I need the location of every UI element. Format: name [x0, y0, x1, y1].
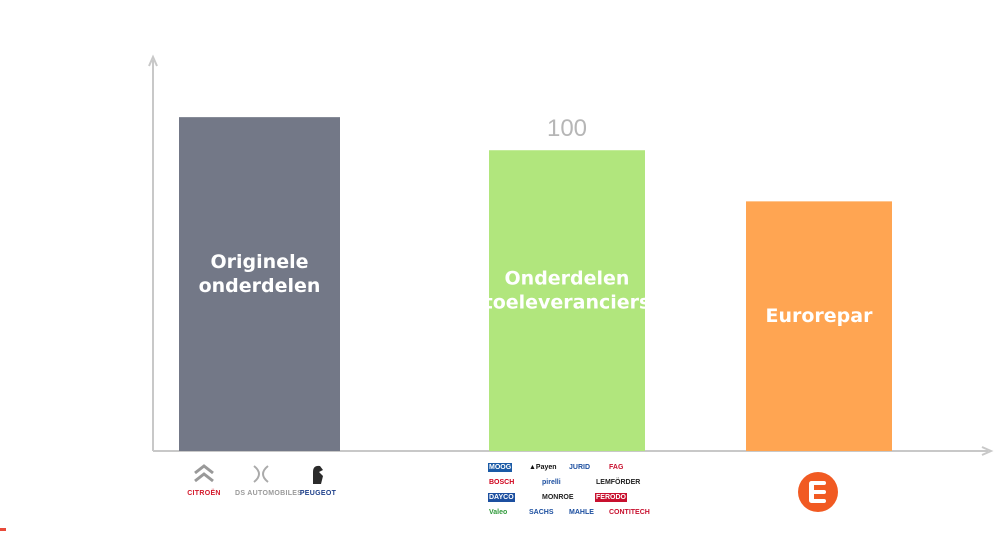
supplier-logo: LEMFÖRDER: [595, 478, 642, 487]
bar-label-1: Originele onderdelen: [199, 251, 321, 297]
bar-label-line: onderdelen: [199, 275, 321, 297]
data-label-2: 100: [547, 115, 587, 142]
oem-emblem-icon: [194, 464, 214, 483]
bars-group: Originele onderdelen Onderdelen toeleveranc…: [179, 115, 892, 452]
y-axis-arrow: [148, 54, 158, 67]
oem-logo-1: CITROËN: [178, 462, 230, 497]
bar-label-2: Onderdelen toeleveranciers: [484, 268, 651, 314]
x-axis-arrow: [981, 446, 994, 456]
eurorepar-logo-icon: [798, 472, 838, 512]
supplier-logo: MOOG: [488, 463, 513, 472]
eurorepar-logo-bar: [810, 481, 826, 485]
supplier-logo: FAG: [608, 463, 625, 472]
oem-emblem-icon: [253, 465, 269, 483]
oem-logo-text: CITROËN: [187, 490, 221, 497]
supplier-logo: BOSCH: [488, 478, 516, 487]
supplier-logo: MONROE: [541, 493, 575, 502]
supplier-logo: JURID: [568, 463, 592, 472]
bar-label-line: Eurorepar: [766, 305, 874, 327]
bar-2: [489, 150, 645, 451]
bar-1: [179, 117, 340, 452]
bar-3: [746, 201, 892, 451]
oem-logo-text: DS AUTOMOBILES: [235, 490, 303, 497]
supplier-logo: CONTITECH: [608, 508, 651, 517]
eurorepar-logo-bar: [810, 499, 826, 503]
supplier-logo: MAHLE: [568, 508, 595, 517]
supplier-logo: SACHS: [528, 508, 555, 517]
oem-logo-text: PEUGEOT: [299, 490, 337, 497]
corner-mark: [0, 528, 6, 531]
oem-emblem-icon: [313, 465, 323, 484]
eurorepar-logo-bar: [810, 490, 826, 494]
bar-label-3: Eurorepar: [766, 305, 874, 327]
supplier-logo: ▲Payen: [528, 463, 558, 472]
oem-logo-3: PEUGEOT: [292, 462, 344, 497]
supplier-logo: Valeo: [488, 508, 509, 517]
bar-label-line: Originele: [211, 251, 309, 273]
supplier-logo: DAYCO: [488, 493, 515, 502]
supplier-logo: pirelli: [541, 478, 562, 487]
oem-logo-2: DS AUTOMOBILES: [235, 462, 303, 497]
bar-label-line: toeleveranciers: [484, 292, 651, 314]
bar-label-line: Onderdelen: [505, 268, 630, 290]
oem-logos: CITROËN DS AUTOMOBILES PEUGEOT: [178, 462, 343, 502]
supplier-logo: FERODO: [595, 493, 627, 502]
supplier-logos: MOOG ▲Payen JURID FAG BOSCH pirelli LEMFÖRDER D…: [488, 463, 651, 521]
